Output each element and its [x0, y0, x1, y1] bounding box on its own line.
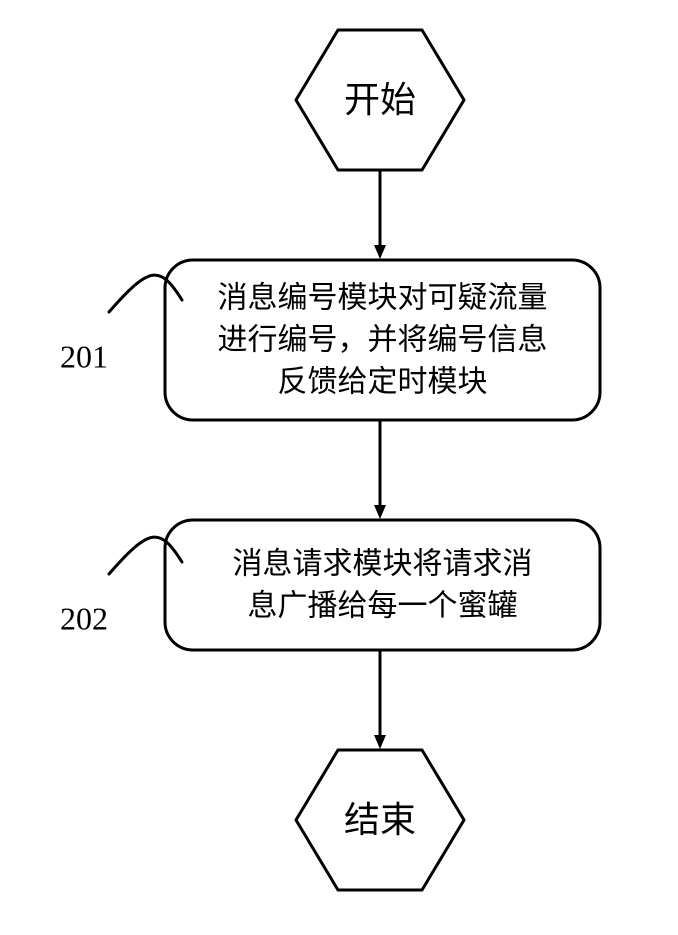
- node-step1: 消息编号模块对可疑流量进行编号，并将编号信息反馈给定时模块: [165, 260, 600, 420]
- node-start-label: 开始: [344, 80, 416, 120]
- node-end-label: 结束: [344, 800, 416, 840]
- node-end: 结束: [296, 750, 464, 890]
- callout-c2-label: 202: [60, 600, 108, 636]
- node-step1-line-2: 反馈给定时模块: [278, 366, 488, 399]
- callout-c1-label: 201: [60, 338, 108, 374]
- node-step2-line-0: 消息请求模块将请求消: [233, 548, 533, 581]
- node-start: 开始: [296, 30, 464, 170]
- node-step2: 消息请求模块将请求消息广播给每一个蜜罐: [165, 520, 600, 650]
- node-step1-line-0: 消息编号模块对可疑流量: [218, 282, 548, 315]
- node-step1-line-1: 进行编号，并将编号信息: [218, 324, 548, 357]
- node-step2-line-1: 息广播给每一个蜜罐: [248, 590, 518, 623]
